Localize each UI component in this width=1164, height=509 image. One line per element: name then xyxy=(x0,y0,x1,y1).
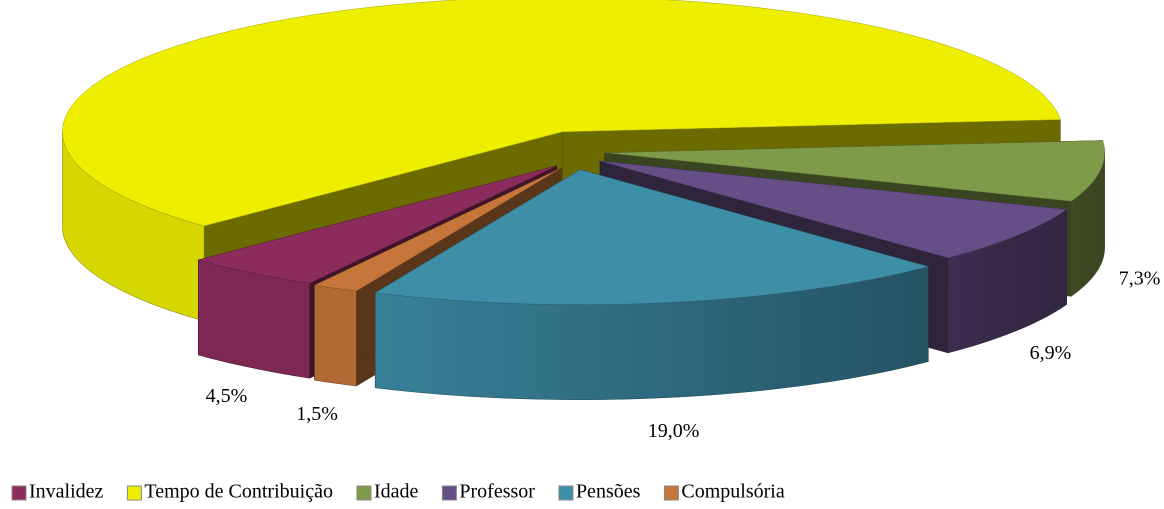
legend-swatch xyxy=(126,485,142,501)
legend-label: Idade xyxy=(374,481,419,503)
slice-top xyxy=(62,0,1061,227)
legend-label: Invalidez xyxy=(29,481,104,503)
slice-top xyxy=(374,169,930,305)
slice-top xyxy=(313,167,562,292)
slice-top xyxy=(604,140,1105,202)
slice-top xyxy=(599,160,1068,259)
slice-wall xyxy=(314,284,357,387)
legend-label: Pensões xyxy=(576,481,641,503)
data-label: 7,3% xyxy=(1119,267,1161,289)
legend-label: Compulsória xyxy=(681,481,784,503)
data-label: 19,0% xyxy=(648,420,700,442)
data-label: 4,5% xyxy=(206,385,248,407)
slice-top xyxy=(197,165,557,284)
legend-swatch xyxy=(11,485,27,501)
legend-swatch xyxy=(356,485,372,501)
legend-swatch xyxy=(441,485,457,501)
data-label: 6,9% xyxy=(1030,342,1072,364)
legend-label: Tempo de Contribuição xyxy=(144,481,333,503)
legend-swatch xyxy=(663,485,679,501)
data-label: 1,5% xyxy=(296,403,338,425)
legend-label: Professor xyxy=(459,481,535,503)
legend-swatch xyxy=(558,485,574,501)
